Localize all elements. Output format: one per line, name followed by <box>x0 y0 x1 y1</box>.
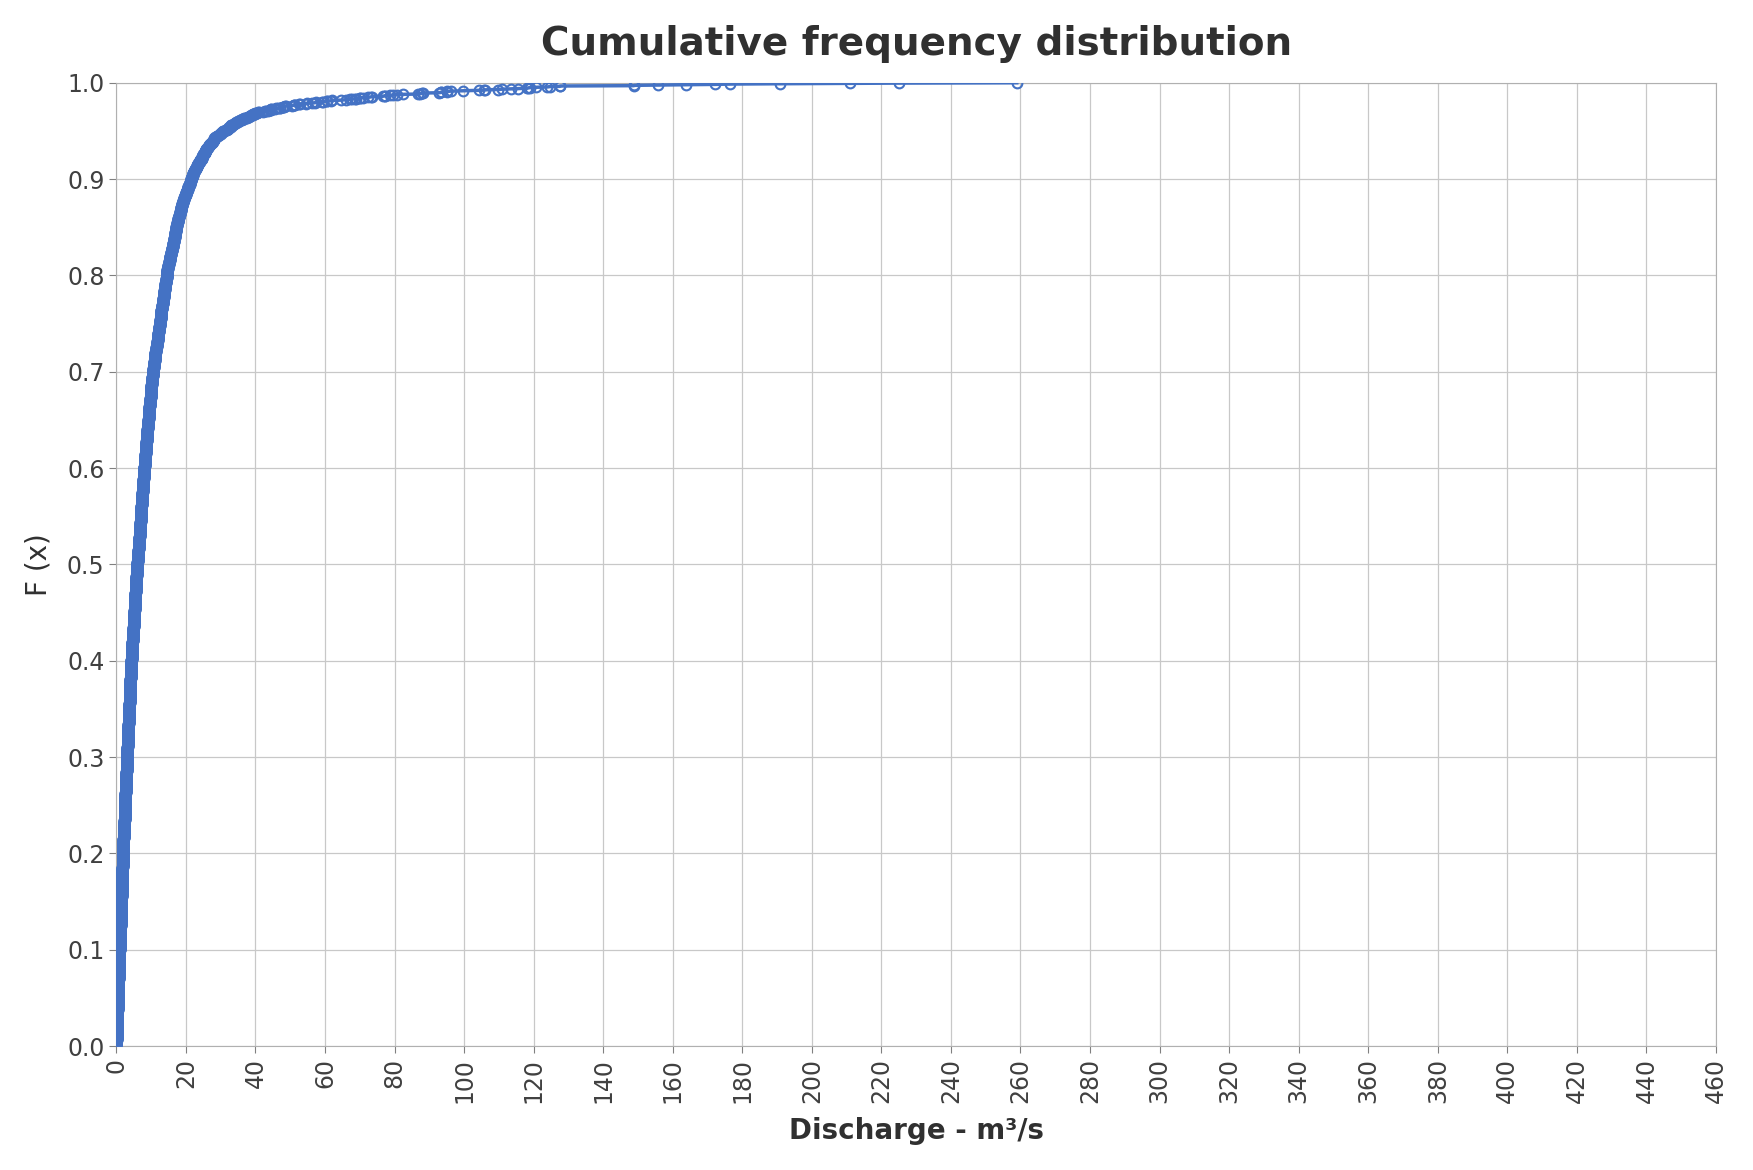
Y-axis label: F (x): F (x) <box>25 534 53 596</box>
Title: Cumulative frequency distribution: Cumulative frequency distribution <box>540 25 1292 63</box>
X-axis label: Discharge - m³/s: Discharge - m³/s <box>789 1117 1043 1145</box>
